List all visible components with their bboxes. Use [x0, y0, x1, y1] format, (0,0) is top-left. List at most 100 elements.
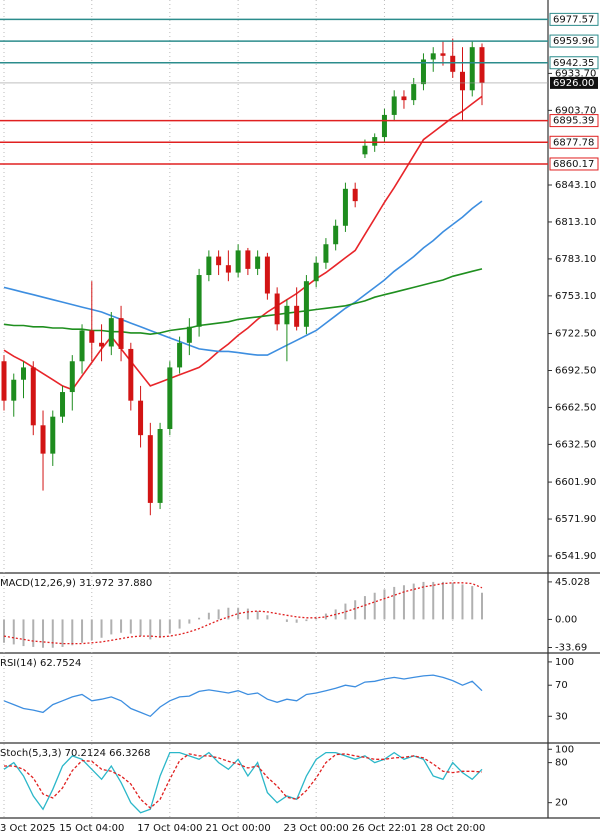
candle-body: [216, 256, 222, 266]
level-label: 6942.35: [553, 58, 594, 69]
y-tick-label: 6541.90: [555, 551, 596, 562]
candle-body: [440, 53, 446, 56]
level-label: 6895.39: [553, 116, 594, 127]
macd-bar: [12, 619, 15, 645]
macd-bar: [256, 611, 259, 620]
candle-body: [118, 318, 124, 349]
macd-bar: [120, 619, 123, 633]
candle-body: [30, 367, 36, 426]
macd-bar: [373, 592, 376, 620]
candle-body: [459, 71, 465, 91]
macd-bar: [42, 619, 45, 648]
macd-bar: [237, 607, 240, 620]
macd-bar: [207, 612, 210, 620]
macd-bar: [285, 619, 288, 622]
macd-bar: [354, 600, 357, 620]
macd-bar: [324, 613, 327, 620]
candle-body: [69, 361, 75, 393]
y-tick-label: 6692.50: [555, 365, 596, 376]
candle-body: [479, 47, 485, 83]
macd-bar: [90, 619, 93, 641]
y-tick-label: 6662.50: [555, 402, 596, 413]
x-tick-label: 26 Oct 22:01: [352, 823, 417, 834]
candle-body: [342, 188, 348, 226]
x-tick-label: 23 Oct 00:00: [284, 823, 349, 834]
y-tick-label: 80: [555, 758, 568, 769]
macd-bar: [393, 586, 396, 620]
macd-bar: [383, 589, 386, 620]
macd-bar: [22, 619, 25, 647]
rsi-line: [3, 674, 483, 718]
macd-bar: [422, 581, 425, 620]
candle-body: [294, 305, 300, 327]
macd-bar: [295, 619, 298, 623]
macd-bar: [344, 603, 347, 620]
y-tick-label: 6753.10: [555, 291, 596, 302]
candle-body: [372, 137, 378, 146]
moving-average: [3, 95, 483, 391]
candle-body: [284, 305, 290, 325]
macd-bar: [71, 619, 74, 646]
level-label: 6959.96: [553, 36, 594, 47]
macd-bar: [51, 619, 54, 648]
macd-bar: [198, 617, 201, 620]
macd-bar: [441, 581, 444, 620]
level-label-box: [549, 114, 599, 128]
candle-body: [99, 342, 105, 347]
macd-bar: [246, 608, 249, 620]
candle-body: [128, 348, 134, 401]
macd-bar: [305, 619, 308, 622]
y-tick-label: 45.028: [555, 577, 590, 588]
macd-bar: [100, 619, 103, 638]
macd-bar: [266, 615, 269, 620]
panel-title: MACD(12,26,9) 31.972 37.880: [0, 578, 152, 589]
stoch-d-line: [4, 753, 483, 809]
panel-title: RSI(14) 62.7524: [0, 658, 81, 669]
signal-line: [3, 582, 483, 645]
y-tick-label: 6632.50: [555, 439, 596, 450]
candle-body: [313, 262, 319, 282]
x-tick-label: 28 Oct 20:00: [420, 823, 485, 834]
candle-body: [206, 256, 212, 276]
candle-body: [381, 114, 387, 138]
level-label: 6977.57: [553, 14, 594, 25]
level-label: 6877.78: [553, 137, 594, 148]
macd-bar: [149, 619, 152, 640]
last-price-box: [550, 76, 598, 89]
macd-bar: [363, 596, 366, 620]
candle-body: [245, 250, 251, 269]
candle-body: [274, 293, 280, 325]
candle-body: [333, 225, 339, 245]
y-tick-label: 6903.70: [555, 105, 596, 116]
x-tick-label: 21 Oct 00:00: [206, 823, 271, 834]
candle-body: [362, 145, 368, 155]
y-tick-label: 6813.10: [555, 217, 596, 228]
candle-body: [50, 416, 56, 454]
candle-body: [323, 244, 329, 263]
candle-body: [138, 400, 144, 436]
macd-bar: [129, 619, 132, 634]
macd-bar: [188, 619, 191, 624]
candle-body: [79, 330, 85, 362]
level-label: 6860.17: [553, 159, 594, 170]
candle-body: [167, 367, 173, 429]
candle-body: [469, 47, 475, 91]
y-tick-label: 6783.10: [555, 254, 596, 265]
macd-bar: [471, 586, 474, 620]
macd-bar: [315, 617, 318, 620]
macd-bar: [461, 584, 464, 620]
y-tick-label: 100: [555, 744, 574, 755]
y-tick-label: 6601.90: [555, 477, 596, 488]
y-tick-label: 6571.90: [555, 514, 596, 525]
candle-body: [21, 367, 27, 380]
macd-bar: [81, 619, 84, 643]
macd-bar: [139, 619, 142, 637]
candle-body: [186, 326, 192, 343]
macd-bar: [481, 592, 483, 620]
candle-body: [420, 59, 426, 85]
macd-bar: [451, 582, 454, 620]
y-tick-label: 6933.70: [555, 68, 596, 79]
y-tick-label: 6722.50: [555, 329, 596, 340]
y-tick-label: 100: [555, 657, 574, 668]
candle-body: [11, 379, 17, 401]
